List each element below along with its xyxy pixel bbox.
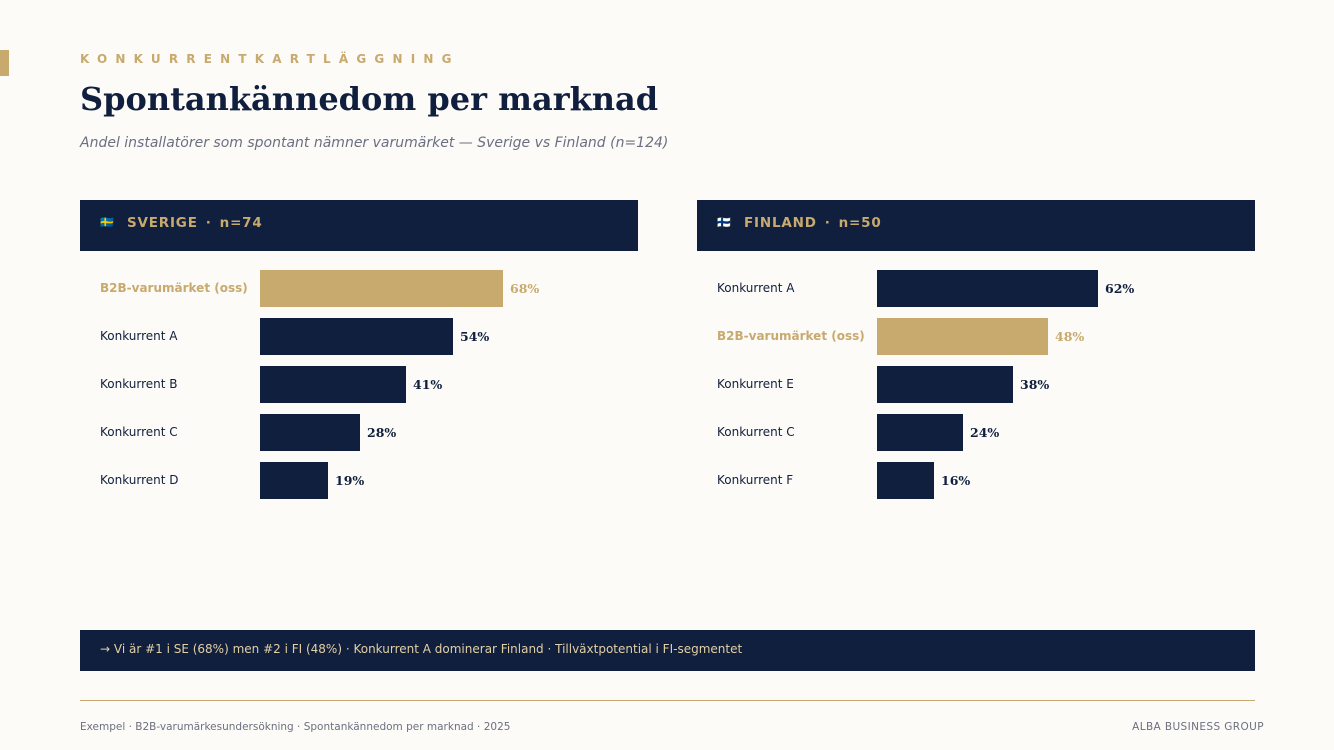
bar-mark xyxy=(260,318,453,355)
data-label: 28% xyxy=(367,425,397,440)
bar-row: Konkurrent F 16% xyxy=(697,462,1255,510)
category-label: Konkurrent C xyxy=(100,425,178,439)
data-label: 41% xyxy=(413,377,443,392)
data-label: 16% xyxy=(941,473,971,488)
category-label: Konkurrent E xyxy=(717,377,794,391)
bar-mark xyxy=(260,414,360,451)
chart-panel-sverige: 🇸🇪 SVERIGE · n=74 B2B-varumärket (oss) 68… xyxy=(80,200,638,510)
flag-sweden-icon: 🇸🇪 xyxy=(100,216,114,229)
bar-row: B2B-varumärket (oss) 48% xyxy=(697,318,1255,366)
separator-dot: · xyxy=(824,214,831,231)
separator-dot: · xyxy=(205,214,212,231)
panel-header-finland: 🇫🇮 FINLAND · n=50 xyxy=(697,200,1255,251)
bar-row: Konkurrent A 54% xyxy=(80,318,638,366)
bar-mark xyxy=(260,366,406,403)
data-label: 68% xyxy=(510,281,540,296)
footer-divider xyxy=(80,700,1255,701)
bar-mark xyxy=(877,366,1013,403)
eyebrow-label: KONKURRENTKARTLÄGGNING xyxy=(80,52,460,66)
footer-source: Exempel · B2B-varumärkesundersökning · S… xyxy=(80,721,511,733)
category-label: B2B-varumärket (oss) xyxy=(100,281,248,295)
footer-brand: ALBA BUSINESS GROUP xyxy=(1132,721,1264,733)
panel-header-sverige: 🇸🇪 SVERIGE · n=74 xyxy=(80,200,638,251)
bar-mark xyxy=(877,318,1048,355)
accent-bar xyxy=(0,50,9,76)
bar-mark xyxy=(260,270,503,307)
data-label: 62% xyxy=(1105,281,1135,296)
category-label: B2B-varumärket (oss) xyxy=(717,329,865,343)
bar-row: Konkurrent C 24% xyxy=(697,414,1255,462)
page-subtitle: Andel installatörer som spontant nämner … xyxy=(80,135,669,151)
data-label: 38% xyxy=(1020,377,1050,392)
bar-rows-finland: Konkurrent A 62% B2B-varumärket (oss) 48% Ko… xyxy=(697,270,1255,510)
category-label: Konkurrent A xyxy=(100,329,178,343)
bar-row: Konkurrent D 19% xyxy=(80,462,638,510)
data-label: 48% xyxy=(1055,329,1085,344)
insight-banner: → Vi är #1 i SE (68%) men #2 i FI (48%) … xyxy=(80,630,1255,671)
bar-mark xyxy=(260,462,328,499)
bar-mark xyxy=(877,462,934,499)
data-label: 24% xyxy=(970,425,1000,440)
category-label: Konkurrent D xyxy=(100,473,179,487)
bar-row: Konkurrent A 62% xyxy=(697,270,1255,318)
panel-title: FINLAND xyxy=(744,214,817,231)
data-label: 54% xyxy=(460,329,490,344)
panel-sample-size: n=74 xyxy=(219,214,263,231)
chart-panel-finland: 🇫🇮 FINLAND · n=50 Konkurrent A 62% B2B-var… xyxy=(697,200,1255,510)
panel-sample-size: n=50 xyxy=(838,214,882,231)
flag-finland-icon: 🇫🇮 xyxy=(717,216,731,229)
bar-row: Konkurrent E 38% xyxy=(697,366,1255,414)
data-label: 19% xyxy=(335,473,365,488)
panel-title: SVERIGE xyxy=(127,214,198,231)
bar-row: Konkurrent C 28% xyxy=(80,414,638,462)
bar-row: B2B-varumärket (oss) 68% xyxy=(80,270,638,318)
category-label: Konkurrent C xyxy=(717,425,795,439)
category-label: Konkurrent A xyxy=(717,281,795,295)
category-label: Konkurrent B xyxy=(100,377,178,391)
page-title: Spontankännedom per marknad xyxy=(80,80,659,118)
bar-rows-sverige: B2B-varumärket (oss) 68% Konkurrent A 54% Ko… xyxy=(80,270,638,510)
bar-mark xyxy=(877,414,963,451)
bar-row: Konkurrent B 41% xyxy=(80,366,638,414)
category-label: Konkurrent F xyxy=(717,473,794,487)
bar-mark xyxy=(877,270,1098,307)
